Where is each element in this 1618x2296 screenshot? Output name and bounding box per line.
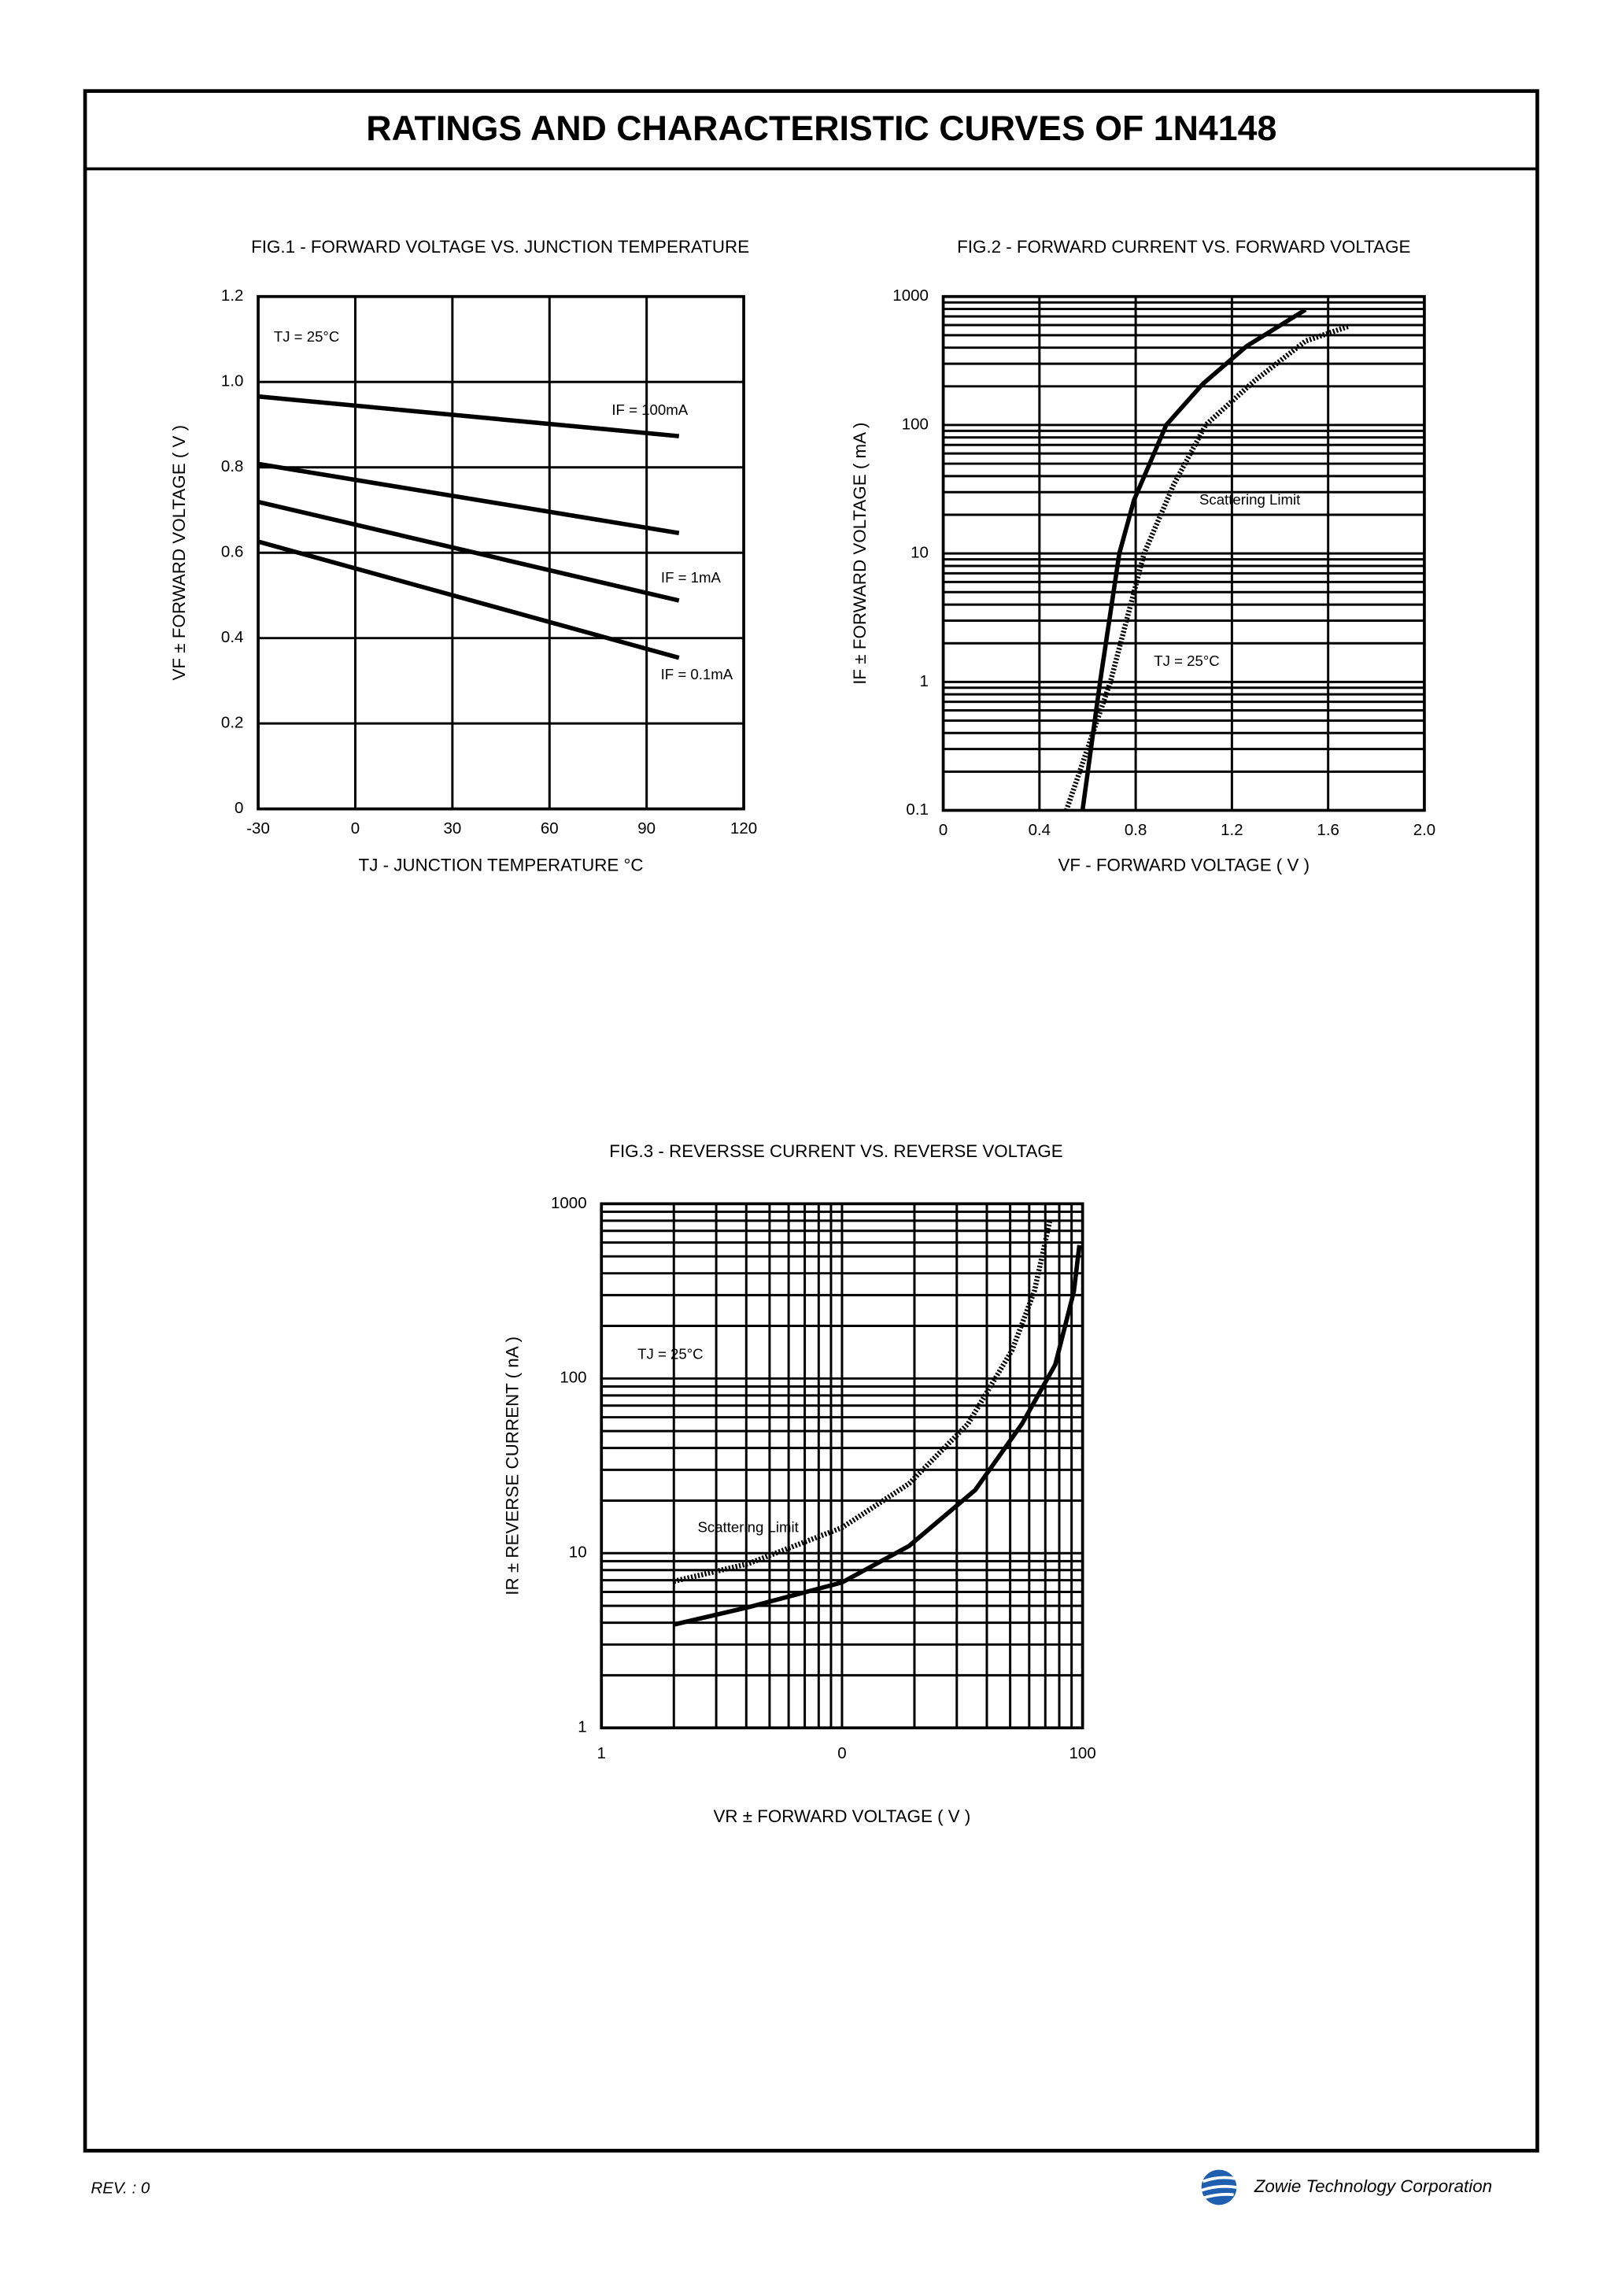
y-tick-label: 0.2 bbox=[221, 714, 243, 732]
curve-label: IF = 0.1mA bbox=[661, 666, 733, 682]
curve-label: IF = 1mA bbox=[661, 569, 722, 586]
x-tick-label: 0 bbox=[351, 819, 360, 837]
curve bbox=[257, 394, 680, 438]
chart-title: FIG.1 - FORWARD VOLTAGE VS. JUNCTION TEM… bbox=[251, 237, 749, 257]
x-axis-title: VF - FORWARD VOLTAGE ( V ) bbox=[1058, 855, 1310, 874]
x-tick-label: 120 bbox=[730, 819, 757, 837]
company-logo bbox=[1201, 2169, 1237, 2205]
y-tick-label: 1000 bbox=[892, 287, 929, 305]
curve bbox=[1080, 308, 1307, 811]
company-name: Zowie Technology Corporation bbox=[1254, 2176, 1492, 2196]
curve-label: Scattering Limit bbox=[1199, 491, 1301, 508]
x-tick-label: 2.0 bbox=[1413, 821, 1435, 839]
annotation: TJ = 25°C bbox=[1154, 653, 1220, 669]
curve bbox=[257, 461, 680, 536]
y-tick-label: 1.2 bbox=[221, 287, 243, 305]
curve-label: Scattering Limit bbox=[697, 1518, 799, 1535]
x-tick-label: 1.6 bbox=[1317, 821, 1339, 839]
annotation: TJ = 25°C bbox=[637, 1345, 704, 1362]
x-tick-label: 60 bbox=[541, 819, 559, 837]
y-tick-label: 1 bbox=[578, 1718, 586, 1736]
curve bbox=[673, 1221, 1053, 1584]
y-tick-label: 1000 bbox=[551, 1194, 587, 1212]
y-tick-label: 0.1 bbox=[906, 800, 928, 819]
y-tick-label: 0 bbox=[235, 799, 243, 817]
x-tick-label: 100 bbox=[1069, 1744, 1096, 1762]
y-axis-title: IR ± REVERSE CURRENT ( nA ) bbox=[502, 1337, 522, 1595]
annotation: TJ = 25°C bbox=[274, 328, 340, 345]
x-tick-label: 0.4 bbox=[1029, 821, 1051, 839]
y-axis-title: VF ± FORWARD VOLTAGE ( V ) bbox=[169, 425, 189, 681]
x-tick-label: 30 bbox=[443, 819, 461, 837]
x-tick-label: 1 bbox=[597, 1744, 606, 1762]
y-tick-label: 0.6 bbox=[221, 543, 243, 561]
x-tick-label: -30 bbox=[246, 819, 270, 837]
x-tick-label: 1.2 bbox=[1221, 821, 1243, 839]
plot-frame bbox=[941, 294, 1426, 812]
curve bbox=[257, 499, 680, 603]
y-tick-label: 10 bbox=[569, 1544, 587, 1562]
curve bbox=[1063, 324, 1350, 812]
y-tick-label: 100 bbox=[902, 415, 929, 433]
x-axis-title: VR ± FORWARD VOLTAGE ( V ) bbox=[713, 1806, 970, 1826]
x-tick-label: 0 bbox=[939, 821, 948, 839]
x-tick-label: 0.8 bbox=[1125, 821, 1147, 839]
y-tick-label: 10 bbox=[911, 544, 929, 562]
y-tick-label: 0.8 bbox=[221, 457, 243, 475]
curve bbox=[257, 539, 680, 660]
page-title: RATINGS AND CHARACTERISTIC CURVES OF 1N4… bbox=[366, 109, 1276, 148]
y-tick-label: 1.0 bbox=[221, 372, 243, 390]
chart-title: FIG.3 - REVERSSE CURRENT VS. REVERSE VOL… bbox=[609, 1141, 1062, 1161]
curve bbox=[673, 1244, 1082, 1627]
plot-frame bbox=[600, 1202, 1084, 1730]
y-axis-title: IF ± FORWARD VOLTAGE ( mA ) bbox=[850, 422, 870, 684]
x-tick-label: 0 bbox=[837, 1744, 846, 1762]
x-axis-title: TJ - JUNCTION TEMPERATURE °C bbox=[359, 855, 644, 874]
curve-label: IF = 100mA bbox=[611, 401, 688, 418]
plot-frame bbox=[257, 294, 745, 811]
y-tick-label: 100 bbox=[560, 1369, 586, 1387]
page-frame bbox=[83, 89, 1539, 2153]
x-tick-label: 90 bbox=[637, 819, 656, 837]
y-tick-label: 1 bbox=[920, 672, 929, 690]
revision: REV. : 0 bbox=[91, 2179, 150, 2197]
y-tick-label: 0.4 bbox=[221, 628, 243, 646]
chart-title: FIG.2 - FORWARD CURRENT VS. FORWARD VOLT… bbox=[957, 237, 1410, 257]
